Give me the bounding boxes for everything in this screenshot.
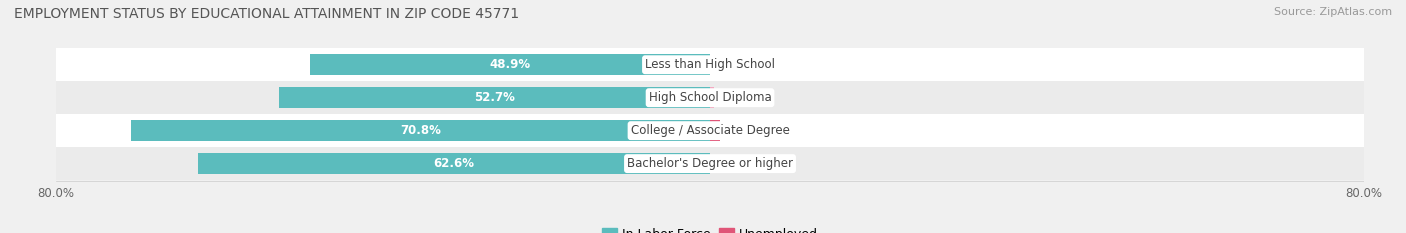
Bar	[198, 153, 710, 174]
Text: Less than High School: Less than High School	[645, 58, 775, 71]
Bar	[56, 81, 1364, 114]
Text: 52.7%: 52.7%	[474, 91, 515, 104]
Text: 1.2%: 1.2%	[733, 124, 762, 137]
Text: Source: ZipAtlas.com: Source: ZipAtlas.com	[1274, 7, 1392, 17]
Bar	[710, 120, 720, 141]
Text: College / Associate Degree: College / Associate Degree	[631, 124, 789, 137]
Text: 70.8%: 70.8%	[401, 124, 441, 137]
Bar	[280, 87, 710, 108]
Text: High School Diploma: High School Diploma	[648, 91, 772, 104]
Text: 62.6%: 62.6%	[433, 157, 475, 170]
Text: Bachelor's Degree or higher: Bachelor's Degree or higher	[627, 157, 793, 170]
Bar	[56, 114, 1364, 147]
Bar	[311, 54, 710, 75]
Bar	[56, 147, 1364, 180]
Text: 0.0%: 0.0%	[723, 157, 752, 170]
Legend: In Labor Force, Unemployed: In Labor Force, Unemployed	[598, 223, 823, 233]
Bar	[710, 87, 714, 108]
Text: 0.5%: 0.5%	[727, 91, 756, 104]
Bar	[56, 48, 1364, 81]
Text: EMPLOYMENT STATUS BY EDUCATIONAL ATTAINMENT IN ZIP CODE 45771: EMPLOYMENT STATUS BY EDUCATIONAL ATTAINM…	[14, 7, 519, 21]
Text: 48.9%: 48.9%	[489, 58, 531, 71]
Bar	[131, 120, 710, 141]
Text: 0.0%: 0.0%	[723, 58, 752, 71]
